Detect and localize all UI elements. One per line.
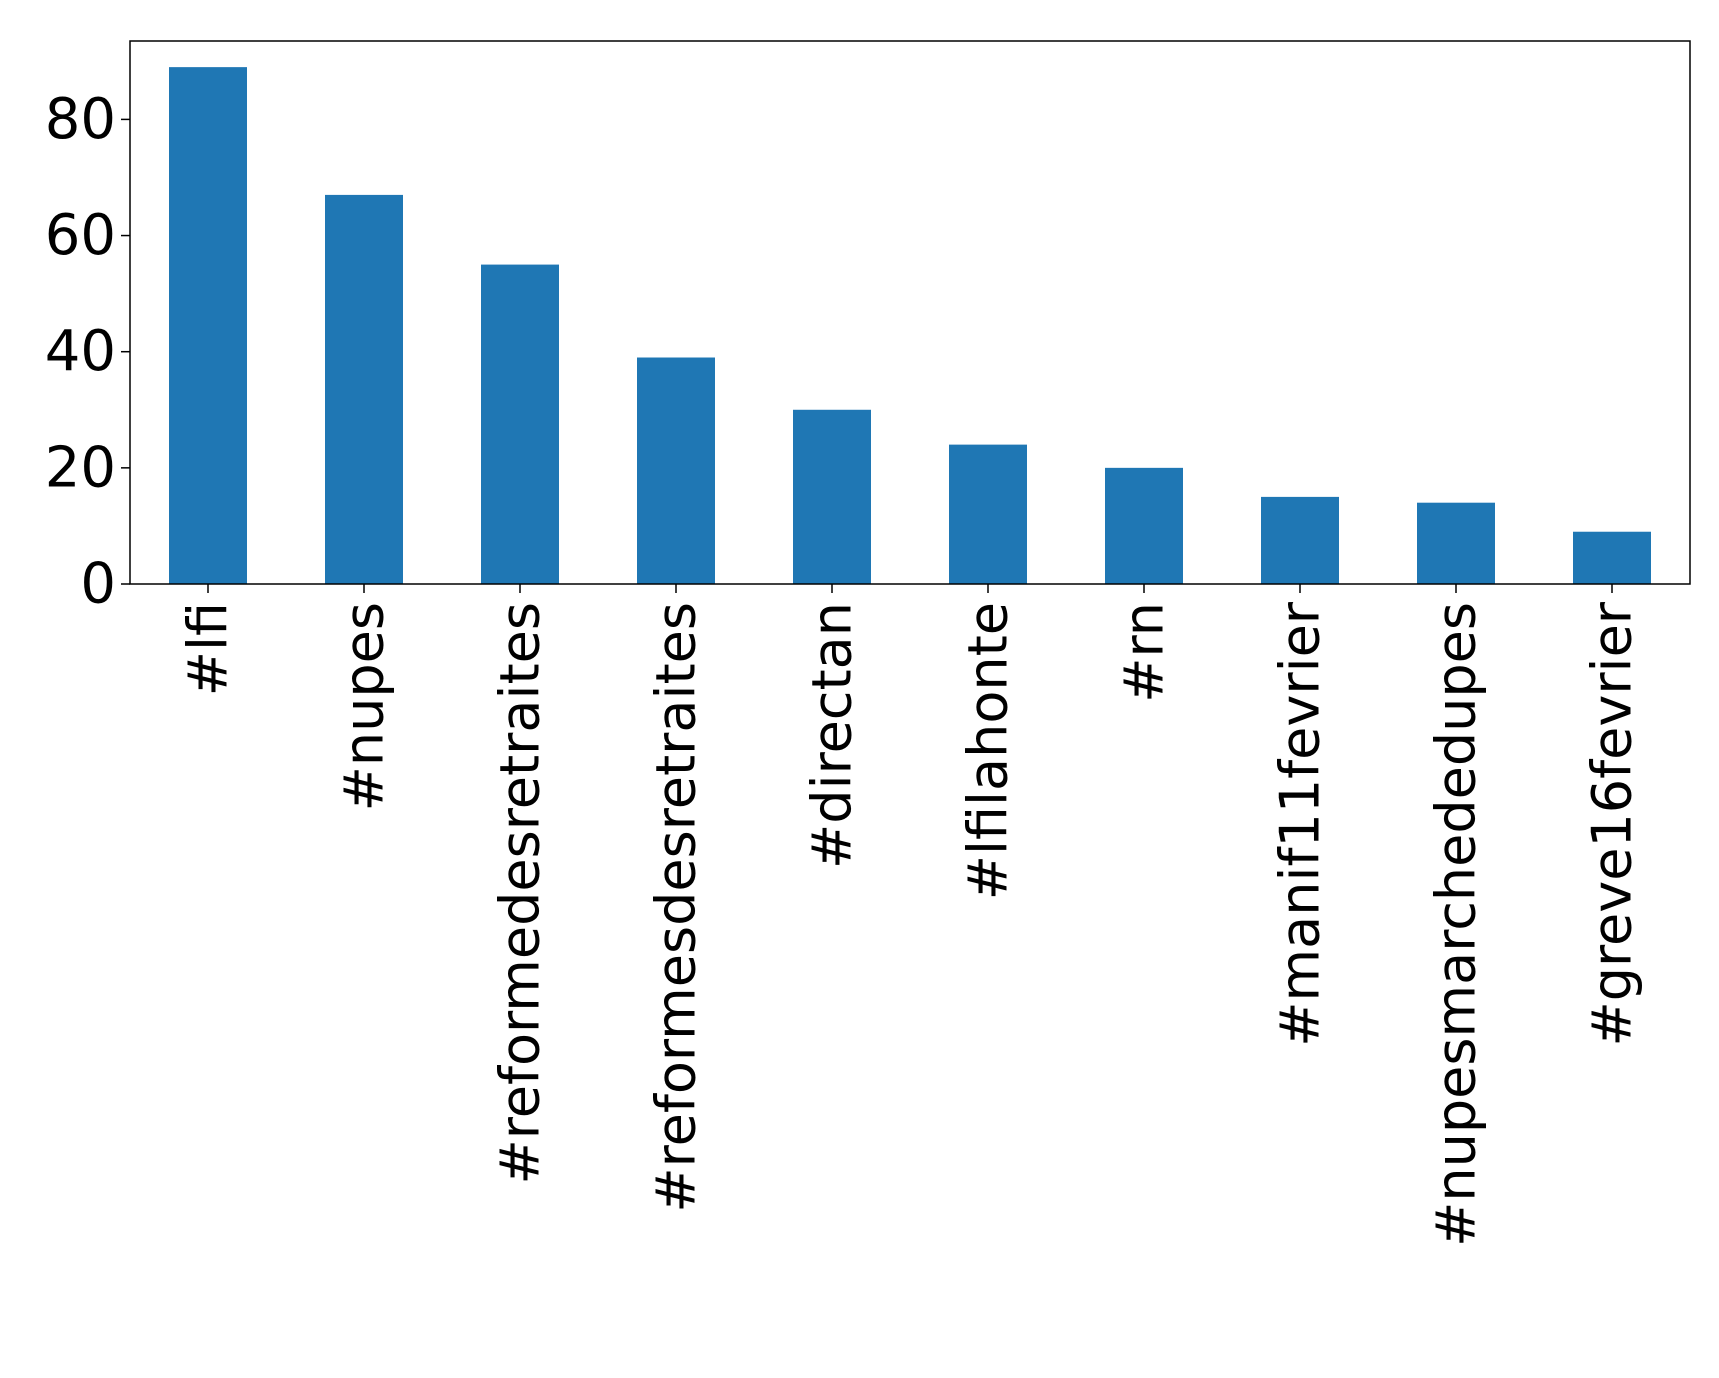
y-tick-label: 0 xyxy=(80,552,116,617)
bars xyxy=(169,67,1651,585)
y-axis: 0 20 40 60 80 xyxy=(45,87,130,617)
bar xyxy=(1417,502,1495,584)
bar xyxy=(481,264,559,584)
x-tick-label: #reformedesretraites xyxy=(489,602,552,1184)
y-tick-label: 80 xyxy=(45,87,116,152)
bar xyxy=(1105,467,1183,584)
x-tick-label: #nupes xyxy=(333,602,396,811)
x-tick-label: #greve16fevrier xyxy=(1581,601,1644,1046)
x-tick-label: #reformesdesretraites xyxy=(645,602,708,1213)
x-axis: #lfi #nupes #reformedesretraites #reformesd… xyxy=(177,584,1644,1247)
bar xyxy=(325,194,403,585)
y-tick-label: 40 xyxy=(45,319,116,384)
bar xyxy=(1261,496,1339,584)
x-tick-label: #rn xyxy=(1113,602,1176,703)
y-tick-label: 20 xyxy=(45,435,116,500)
x-tick-label: #manif11fevrier xyxy=(1269,601,1332,1047)
x-tick-label: #nupesmarchededupes xyxy=(1425,602,1488,1247)
x-tick-label: #lfi xyxy=(177,602,240,696)
bar xyxy=(1573,531,1651,584)
bar xyxy=(637,357,715,584)
y-tick-label: 60 xyxy=(45,203,116,268)
bar xyxy=(793,409,871,584)
plot-frame xyxy=(129,40,1691,585)
x-tick-label: #lfilahonte xyxy=(957,602,1020,900)
bar xyxy=(949,444,1027,584)
bar xyxy=(169,67,247,585)
x-tick-label: #directan xyxy=(801,602,864,869)
